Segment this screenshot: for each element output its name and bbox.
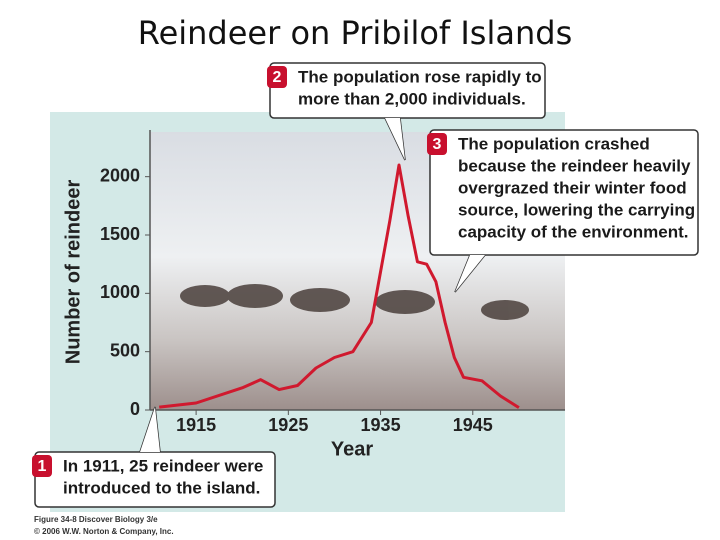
y-tick-label: 500 <box>110 340 140 360</box>
y-axis-title: Number of reindeer <box>62 180 84 365</box>
callout-text: capacity of the environment. <box>458 222 689 241</box>
callout-text: The population rose rapidly to <box>298 67 542 86</box>
pointer-cover <box>385 118 405 160</box>
callout-number: 1 <box>38 458 47 475</box>
callout-text: source, lowering the carrying <box>458 200 695 219</box>
y-tick-label: 1000 <box>100 282 140 302</box>
x-tick-label: 1935 <box>361 415 401 435</box>
callout-number: 3 <box>433 136 442 153</box>
x-tick-label: 1925 <box>268 415 308 435</box>
y-tick-label: 2000 <box>100 165 140 185</box>
pointer-cover <box>140 407 160 452</box>
callout-text: The population crashed <box>458 134 650 153</box>
reindeer-silhouettes <box>180 284 529 320</box>
x-tick-label: 1945 <box>453 415 493 435</box>
callout-text: more than 2,000 individuals. <box>298 89 526 108</box>
callout-badge <box>427 133 447 155</box>
credit: © 2006 W.W. Norton & Company, Inc. <box>34 527 174 536</box>
credit: Figure 34-8 Discover Biology 3/e <box>34 515 158 524</box>
callout-number: 2 <box>273 69 282 86</box>
x-axis-title: Year <box>331 438 373 460</box>
callout-text: introduced to the island. <box>63 478 260 497</box>
callout-box <box>429 129 699 256</box>
pointer-cover <box>455 255 485 292</box>
callout-badge <box>267 66 287 88</box>
callout-badge <box>32 455 52 477</box>
callout-text: In 1911, 25 reindeer were <box>63 456 263 475</box>
y-tick-label: 1500 <box>100 224 140 244</box>
callout-text: because the reindeer heavily <box>458 156 691 175</box>
callout-box <box>269 62 546 119</box>
chart-title: Reindeer on Pribilof Islands <box>138 14 572 52</box>
data-line <box>159 163 520 409</box>
callout-text: overgrazed their winter food <box>458 178 687 197</box>
x-tick-label: 1915 <box>176 415 216 435</box>
y-tick-label: 0 <box>130 399 140 419</box>
